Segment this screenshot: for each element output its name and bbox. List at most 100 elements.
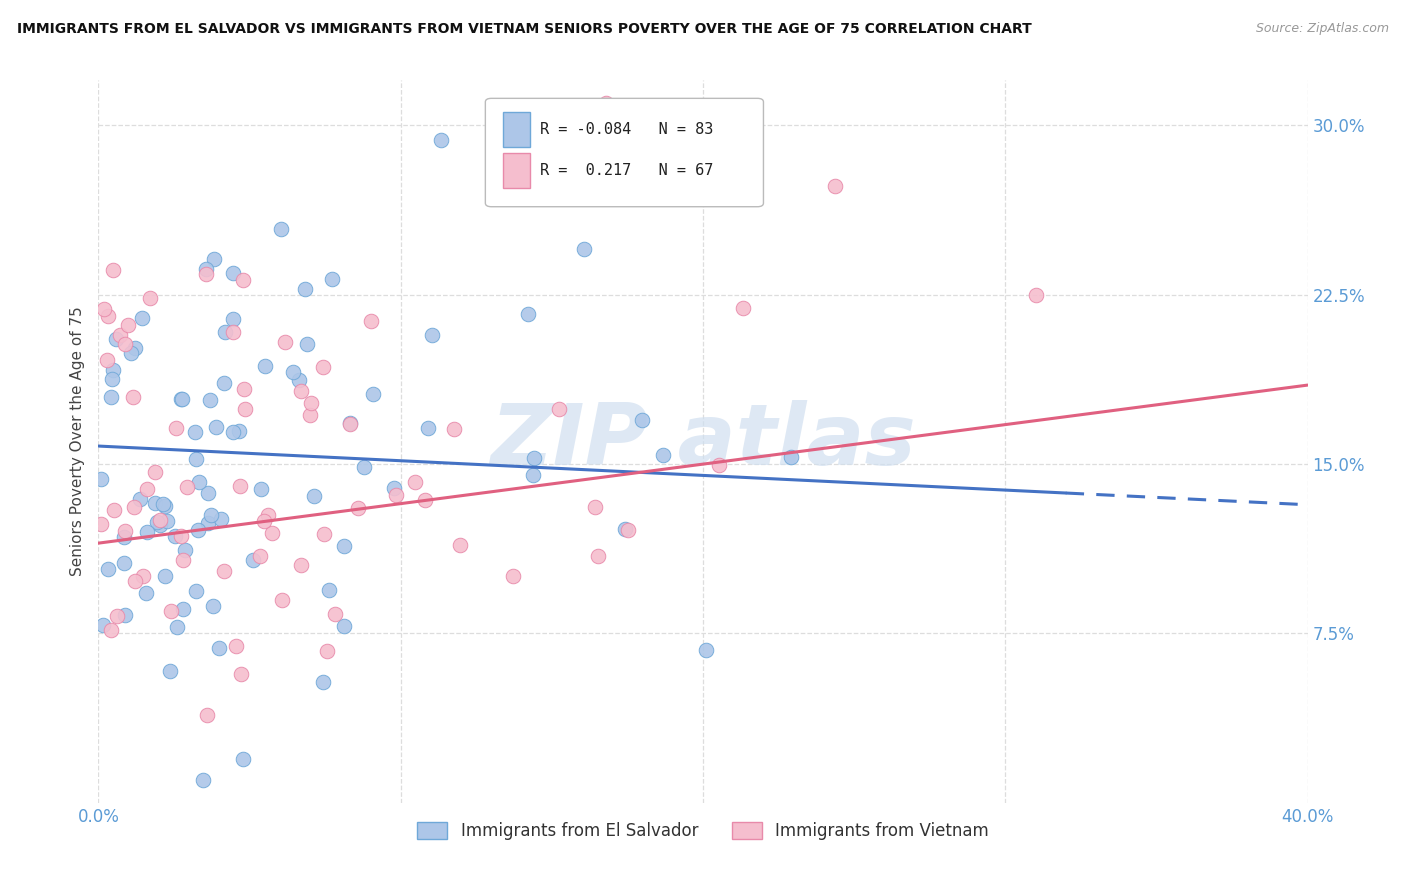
Point bbox=[176, 480, 198, 494]
Text: IMMIGRANTS FROM EL SALVADOR VS IMMIGRANTS FROM VIETNAM SENIORS POVERTY OVER THE : IMMIGRANTS FROM EL SALVADOR VS IMMIGRANT… bbox=[17, 22, 1032, 37]
Point bbox=[135, 586, 157, 600]
Point bbox=[225, 639, 247, 653]
Point bbox=[1025, 287, 1047, 301]
Point bbox=[695, 642, 717, 657]
Point bbox=[333, 619, 356, 633]
Point bbox=[114, 337, 136, 351]
Point bbox=[166, 620, 188, 634]
Point bbox=[347, 501, 370, 516]
Point bbox=[339, 417, 361, 431]
Point bbox=[114, 524, 136, 538]
Point bbox=[290, 558, 312, 572]
Point bbox=[139, 291, 162, 305]
Point bbox=[253, 514, 276, 528]
Point bbox=[209, 511, 232, 525]
Point bbox=[231, 666, 253, 681]
Point bbox=[321, 272, 343, 286]
Point bbox=[160, 604, 183, 618]
Point bbox=[124, 574, 146, 588]
Point bbox=[228, 424, 250, 438]
Point bbox=[90, 472, 112, 486]
Point bbox=[172, 392, 194, 406]
Point bbox=[295, 337, 318, 351]
Point bbox=[159, 665, 181, 679]
Point bbox=[201, 599, 224, 614]
Point bbox=[165, 421, 187, 435]
Point bbox=[233, 402, 256, 417]
Point bbox=[208, 640, 231, 655]
Point bbox=[195, 708, 218, 723]
Point bbox=[146, 516, 169, 530]
Point bbox=[101, 363, 124, 377]
Point bbox=[323, 607, 346, 621]
Point bbox=[274, 334, 297, 349]
Point bbox=[169, 529, 191, 543]
Point bbox=[449, 538, 471, 552]
Point bbox=[429, 133, 451, 147]
Point bbox=[385, 488, 408, 502]
Point bbox=[149, 517, 172, 532]
Point bbox=[191, 773, 214, 788]
Point bbox=[290, 384, 312, 399]
Point bbox=[170, 392, 193, 406]
Point bbox=[104, 332, 127, 346]
Point bbox=[288, 373, 311, 387]
Point bbox=[135, 482, 157, 496]
Point bbox=[232, 273, 254, 287]
Point bbox=[195, 261, 218, 276]
Point bbox=[197, 516, 219, 530]
Point bbox=[304, 490, 326, 504]
Legend: Immigrants from El Salvador, Immigrants from Vietnam: Immigrants from El Salvador, Immigrants … bbox=[411, 815, 995, 847]
Point bbox=[222, 312, 245, 326]
Point bbox=[131, 569, 153, 583]
Point bbox=[522, 467, 544, 482]
Point bbox=[90, 516, 112, 531]
Point bbox=[200, 508, 222, 522]
Point bbox=[205, 419, 228, 434]
Point bbox=[97, 309, 120, 323]
Point bbox=[221, 425, 243, 440]
Point bbox=[586, 549, 609, 563]
Point bbox=[152, 497, 174, 511]
FancyBboxPatch shape bbox=[503, 153, 530, 188]
Point bbox=[124, 341, 146, 355]
Point bbox=[110, 327, 132, 342]
Point bbox=[93, 302, 115, 317]
Point bbox=[731, 301, 754, 316]
Point bbox=[443, 422, 465, 436]
Point bbox=[360, 313, 382, 327]
Point bbox=[222, 325, 245, 339]
Point bbox=[184, 584, 207, 599]
Text: R = -0.084   N = 83: R = -0.084 N = 83 bbox=[540, 122, 713, 136]
Point bbox=[143, 496, 166, 510]
Point bbox=[418, 421, 440, 435]
Point bbox=[298, 408, 321, 422]
Point bbox=[100, 623, 122, 637]
Point bbox=[222, 266, 245, 280]
Point bbox=[97, 562, 120, 576]
Point bbox=[422, 328, 444, 343]
Point bbox=[174, 543, 197, 558]
Point bbox=[651, 448, 673, 462]
Point bbox=[143, 465, 166, 479]
Point bbox=[242, 552, 264, 566]
Point bbox=[155, 569, 177, 583]
Point bbox=[631, 413, 654, 427]
Point bbox=[332, 539, 354, 553]
Point bbox=[779, 450, 801, 464]
Point bbox=[155, 500, 177, 514]
Point bbox=[229, 478, 252, 492]
Point bbox=[112, 530, 135, 544]
Point bbox=[96, 353, 118, 368]
Point bbox=[312, 527, 335, 541]
Point bbox=[214, 326, 236, 340]
Point bbox=[232, 752, 254, 766]
Point bbox=[595, 95, 617, 110]
Point bbox=[572, 242, 595, 256]
Point bbox=[257, 508, 280, 523]
Point bbox=[707, 458, 730, 472]
FancyBboxPatch shape bbox=[503, 112, 530, 147]
Point bbox=[156, 515, 179, 529]
Point bbox=[318, 582, 340, 597]
Point bbox=[114, 607, 136, 622]
